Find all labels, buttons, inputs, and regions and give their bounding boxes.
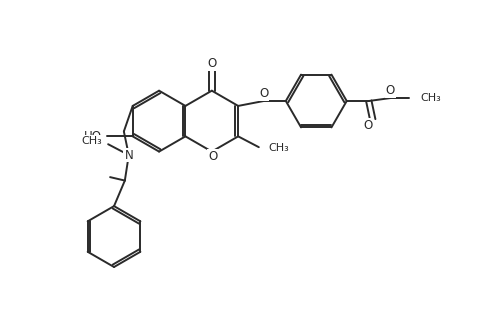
Text: O: O: [207, 57, 216, 70]
Text: O: O: [386, 84, 395, 97]
Text: O: O: [363, 119, 372, 132]
Text: O: O: [208, 150, 217, 163]
Text: N: N: [124, 149, 133, 162]
Text: CH₃: CH₃: [82, 136, 102, 146]
Text: O: O: [259, 87, 268, 100]
Text: HO: HO: [84, 130, 102, 143]
Text: CH₃: CH₃: [269, 143, 289, 153]
Text: CH₃: CH₃: [420, 93, 441, 103]
